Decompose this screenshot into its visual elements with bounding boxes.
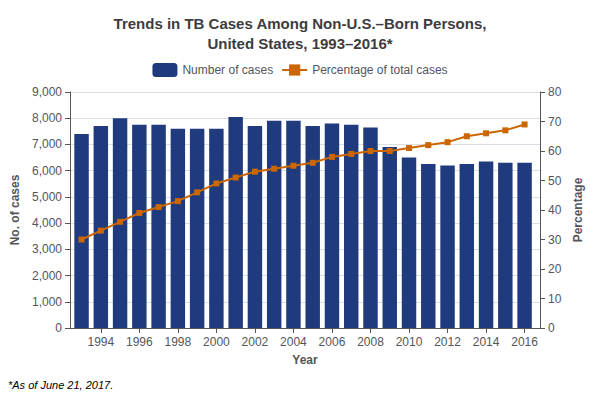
- svg-text:1996: 1996: [126, 335, 153, 349]
- svg-text:80: 80: [548, 85, 562, 99]
- svg-text:50: 50: [548, 174, 562, 188]
- svg-text:6,000: 6,000: [32, 164, 62, 178]
- svg-text:2002: 2002: [242, 335, 269, 349]
- svg-text:1998: 1998: [165, 335, 192, 349]
- svg-text:7,000: 7,000: [32, 137, 62, 151]
- svg-text:4,000: 4,000: [32, 216, 62, 230]
- svg-text:30: 30: [548, 233, 562, 247]
- svg-text:3,000: 3,000: [32, 242, 62, 256]
- svg-text:2010: 2010: [396, 335, 423, 349]
- svg-text:60: 60: [548, 144, 562, 158]
- svg-text:9,000: 9,000: [32, 85, 62, 99]
- svg-text:United States, 1993–2016*: United States, 1993–2016*: [207, 35, 392, 52]
- svg-text:Year: Year: [292, 353, 318, 367]
- svg-text:0: 0: [548, 321, 555, 335]
- svg-text:Number of cases: Number of cases: [182, 63, 273, 77]
- svg-text:No. of cases: No. of cases: [8, 174, 22, 245]
- svg-text:Percentage of total cases: Percentage of total cases: [312, 63, 447, 77]
- svg-text:70: 70: [548, 115, 562, 129]
- svg-text:2,000: 2,000: [32, 269, 62, 283]
- svg-text:2004: 2004: [280, 335, 307, 349]
- svg-text:20: 20: [548, 262, 562, 276]
- svg-text:2014: 2014: [473, 335, 500, 349]
- svg-text:*As of June 21, 2017.: *As of June 21, 2017.: [8, 379, 113, 391]
- svg-text:2008: 2008: [357, 335, 384, 349]
- svg-text:1,000: 1,000: [32, 295, 62, 309]
- svg-text:8,000: 8,000: [32, 111, 62, 125]
- svg-text:1994: 1994: [87, 335, 114, 349]
- svg-text:40: 40: [548, 203, 562, 217]
- svg-text:5,000: 5,000: [32, 190, 62, 204]
- svg-text:2012: 2012: [434, 335, 461, 349]
- svg-text:2016: 2016: [511, 335, 538, 349]
- svg-text:Percentage: Percentage: [571, 177, 585, 242]
- svg-text:10: 10: [548, 292, 562, 306]
- svg-text:Trends in TB Cases Among Non-U: Trends in TB Cases Among Non-U.S.–Born P…: [114, 15, 487, 32]
- svg-text:2000: 2000: [203, 335, 230, 349]
- svg-text:0: 0: [55, 321, 62, 335]
- svg-text:2006: 2006: [319, 335, 346, 349]
